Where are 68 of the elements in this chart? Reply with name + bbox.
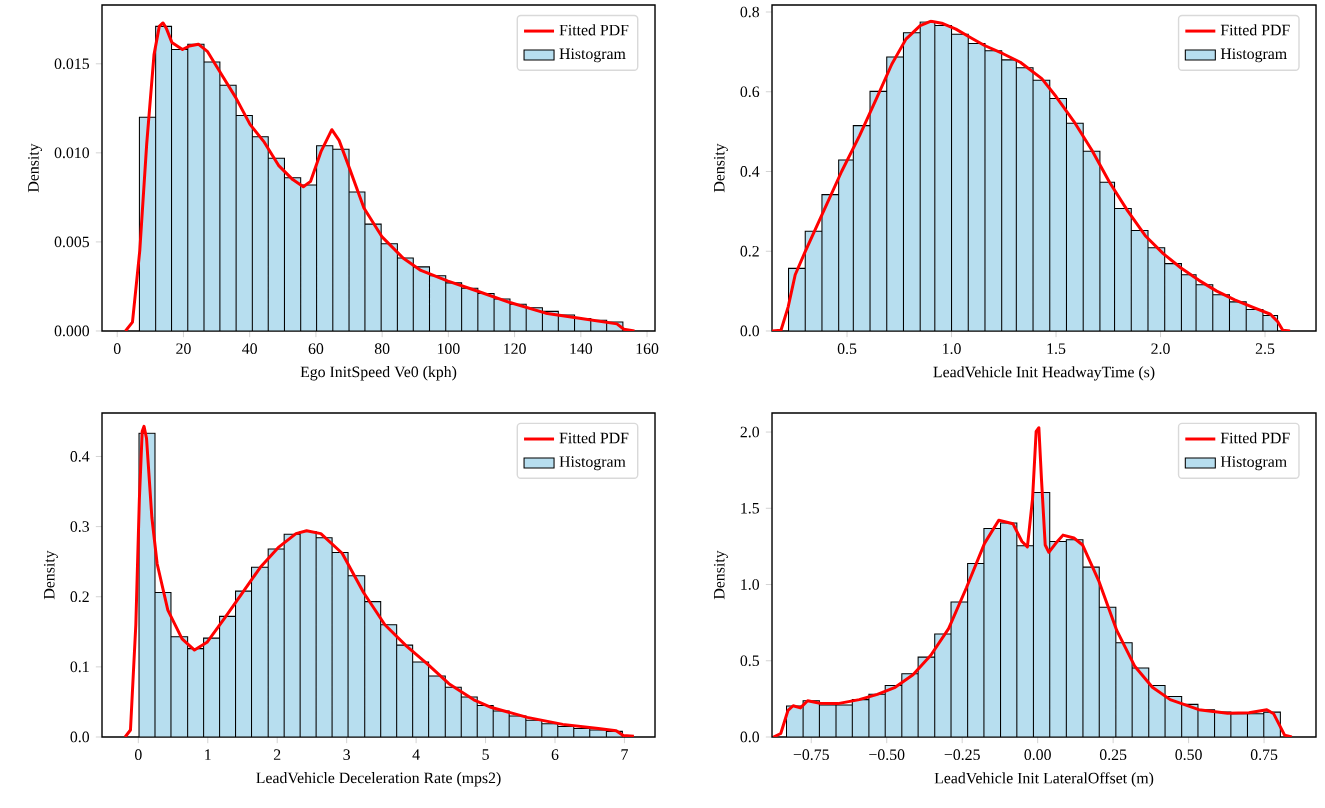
legend-label: Fitted PDF (1220, 432, 1290, 444)
x-tick-label: 6 (551, 749, 559, 760)
x-tick-label: 140 (570, 343, 593, 355)
x-axis-title: LeadVehicle Init HeadwayTime (s) (933, 366, 1155, 381)
legend-label: Fitted PDF (559, 24, 629, 36)
x-tick-label: −0.25 (944, 749, 980, 761)
x-tick-label: 1.5 (1047, 343, 1066, 355)
y-tick-label: 2.0 (740, 426, 760, 438)
x-tick-label: 0 (113, 343, 121, 355)
x-tick-label: 4 (412, 749, 420, 760)
y-tick-label: 0.005 (54, 236, 90, 248)
x-tick-label: 100 (437, 343, 460, 355)
x-tick-label: 40 (242, 343, 257, 355)
line-series (124, 21, 636, 331)
y-tick-label: 0.0 (740, 731, 760, 743)
x-tick-label: 3 (343, 749, 351, 760)
x-tick-label: 120 (504, 343, 526, 355)
line-series (772, 426, 1294, 737)
y-tick-label: 0.6 (740, 86, 760, 98)
line-series (123, 424, 636, 737)
y-tick-label: 0.4 (740, 166, 760, 177)
x-tick-label: 7 (621, 749, 628, 760)
y-axis-title: Density (43, 550, 58, 600)
y-tick-label: 0.015 (54, 58, 90, 70)
x-tick-label: 2.0 (1151, 343, 1170, 355)
y-tick-label: 0.000 (54, 325, 90, 337)
x-tick-label: −0.75 (793, 749, 829, 761)
y-tick-label: 1.5 (741, 502, 760, 514)
x-tick-label: 2 (273, 749, 281, 760)
y-tick-label: 0.2 (70, 591, 89, 603)
x-tick-label: 2.5 (1255, 343, 1275, 355)
legend-label: Fitted PDF (1220, 24, 1290, 36)
y-tick-label: 0.0 (70, 731, 90, 743)
x-tick-label: 80 (374, 343, 390, 355)
y-tick-label: 0.4 (70, 451, 90, 462)
legend-label: Histogram (1220, 456, 1287, 471)
legend-label: Histogram (559, 48, 626, 63)
x-tick-label: 0 (134, 749, 142, 761)
y-tick-label: 0.0 (740, 325, 760, 337)
legend-label: Histogram (559, 456, 626, 471)
y-axis-title: Density (713, 143, 728, 193)
y-axis-title: Density (713, 550, 728, 600)
x-tick-label: 1.0 (943, 343, 961, 355)
legend-label: Histogram (1220, 48, 1287, 63)
x-axis-title: LeadVehicle Init LateralOffset (m) (934, 772, 1154, 787)
y-tick-label: 0.8 (740, 6, 760, 18)
y-tick-label: 0.2 (740, 245, 759, 257)
x-axis-title: LeadVehicle Deceleration Rate (mps2) (256, 772, 501, 787)
x-tick-label: 60 (308, 343, 324, 355)
x-tick-label: 0.50 (1175, 749, 1202, 761)
x-tick-label: 1 (205, 749, 211, 760)
y-tick-label: 0.010 (54, 147, 90, 159)
x-tick-label: 0.75 (1250, 749, 1278, 761)
x-tick-label: 20 (176, 343, 191, 355)
y-tick-label: 0.3 (70, 521, 90, 532)
legend-label: Fitted PDF (559, 432, 629, 444)
line-series (772, 19, 1292, 331)
x-axis-title: Ego InitSpeed Ve0 (kph) (300, 366, 457, 381)
x-tick-label: 5 (482, 749, 489, 760)
x-tick-label: −0.50 (869, 749, 905, 761)
y-axis-title: Density (28, 143, 42, 193)
y-tick-label: 1.0 (741, 579, 760, 590)
y-tick-label: 0.1 (70, 661, 89, 673)
x-tick-label: 0.5 (837, 343, 857, 355)
x-tick-label: 0.25 (1099, 749, 1127, 761)
x-tick-label: 160 (636, 343, 659, 355)
x-tick-label: 0.00 (1024, 749, 1051, 761)
y-tick-label: 0.5 (740, 655, 760, 667)
